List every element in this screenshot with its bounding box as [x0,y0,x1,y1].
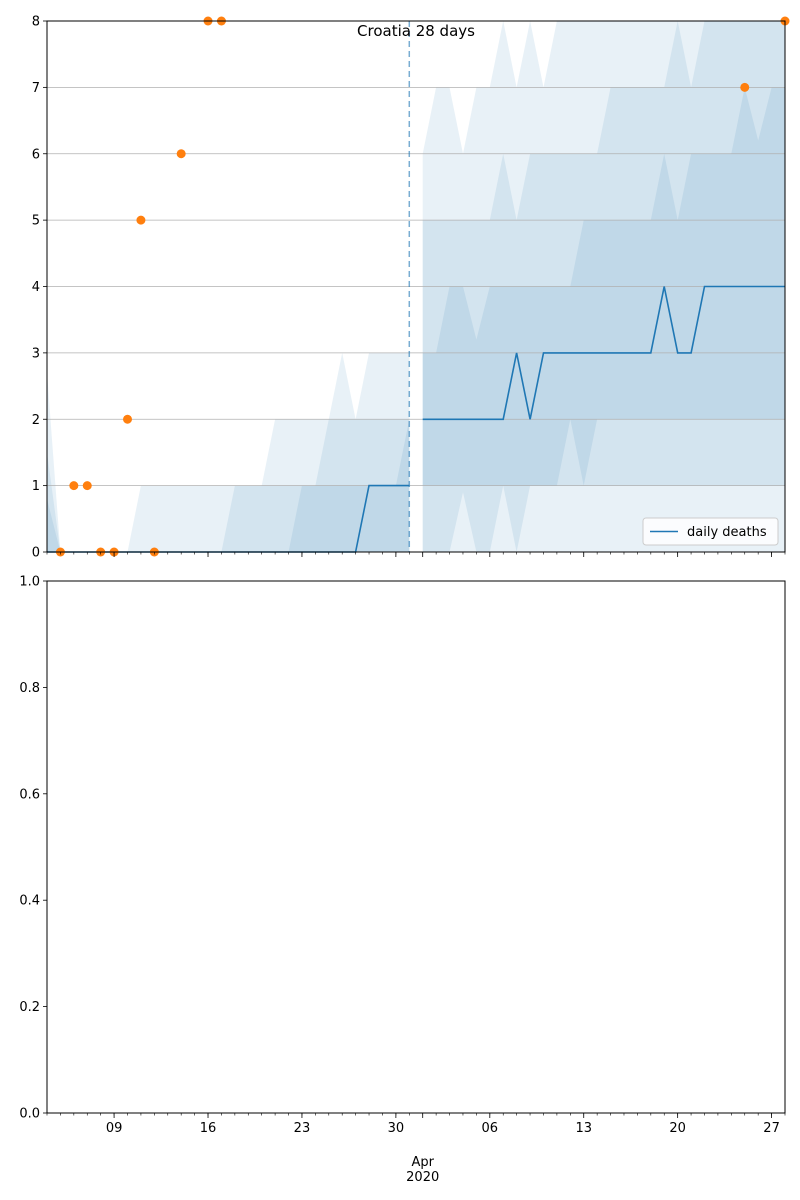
observed-point [82,481,92,491]
x-tick-label: 23 [294,1121,311,1136]
y-tick-label: 1 [32,479,40,494]
y-tick-label: 0.2 [19,1000,40,1015]
y-tick-label: 8 [32,15,40,30]
y-tick-label: 0.8 [19,681,40,696]
x-tick-label: 13 [575,1121,592,1136]
observed-point [69,481,79,491]
observed-point [740,82,750,92]
confidence-band-2 [47,419,410,552]
observed-point [123,414,133,424]
y-tick-label: 0 [32,546,40,561]
y-tick-label: 4 [32,280,40,295]
bottom-y-axis: 0.0 0.2 0.4 0.6 0.8 1.0 [19,575,47,1122]
confidence-band-3 [47,419,410,552]
gridlines [47,86,785,487]
confidence-band-1 [47,352,410,552]
y-tick-label: 0.6 [19,787,40,802]
y-tick-label: 6 [32,147,40,162]
x-tick-label: 30 [388,1121,405,1136]
y-tick-label: 0.0 [19,1107,40,1122]
y-tick-label: 1.0 [19,575,40,590]
x-tick-label: Apr [411,1155,434,1170]
y-tick-label: 2 [32,413,40,428]
y-tick-label: 0.4 [19,894,40,909]
y-tick-label: 5 [32,214,40,229]
legend-box [642,517,779,546]
y-tick-label: 3 [32,346,40,361]
y-tick-label: 7 [32,81,40,96]
x-tick-label: 2020 [406,1170,439,1185]
x-tick-label: 16 [200,1121,217,1136]
legend-label-daily-deaths: daily deaths [687,525,767,540]
x-tick-label: 06 [482,1121,499,1136]
top-y-axis: 0 1 2 3 4 5 6 7 8 [32,15,47,561]
daily-deaths-line-segment-2 [422,285,785,421]
legend: daily deaths [642,517,779,546]
x-tick-label: 09 [106,1121,123,1136]
x-tick-label: 20 [669,1121,686,1136]
observed-point [136,215,146,225]
observed-point [176,149,186,159]
chart-title: Croatia 28 days [357,22,475,40]
x-tick-label: 27 [763,1121,780,1136]
top-chart: 0 1 2 3 4 5 6 7 8 Croatia 28 days daily deaths [32,15,790,561]
top-x-ticks [46,552,786,557]
bottom-plot-frame [46,580,786,1114]
